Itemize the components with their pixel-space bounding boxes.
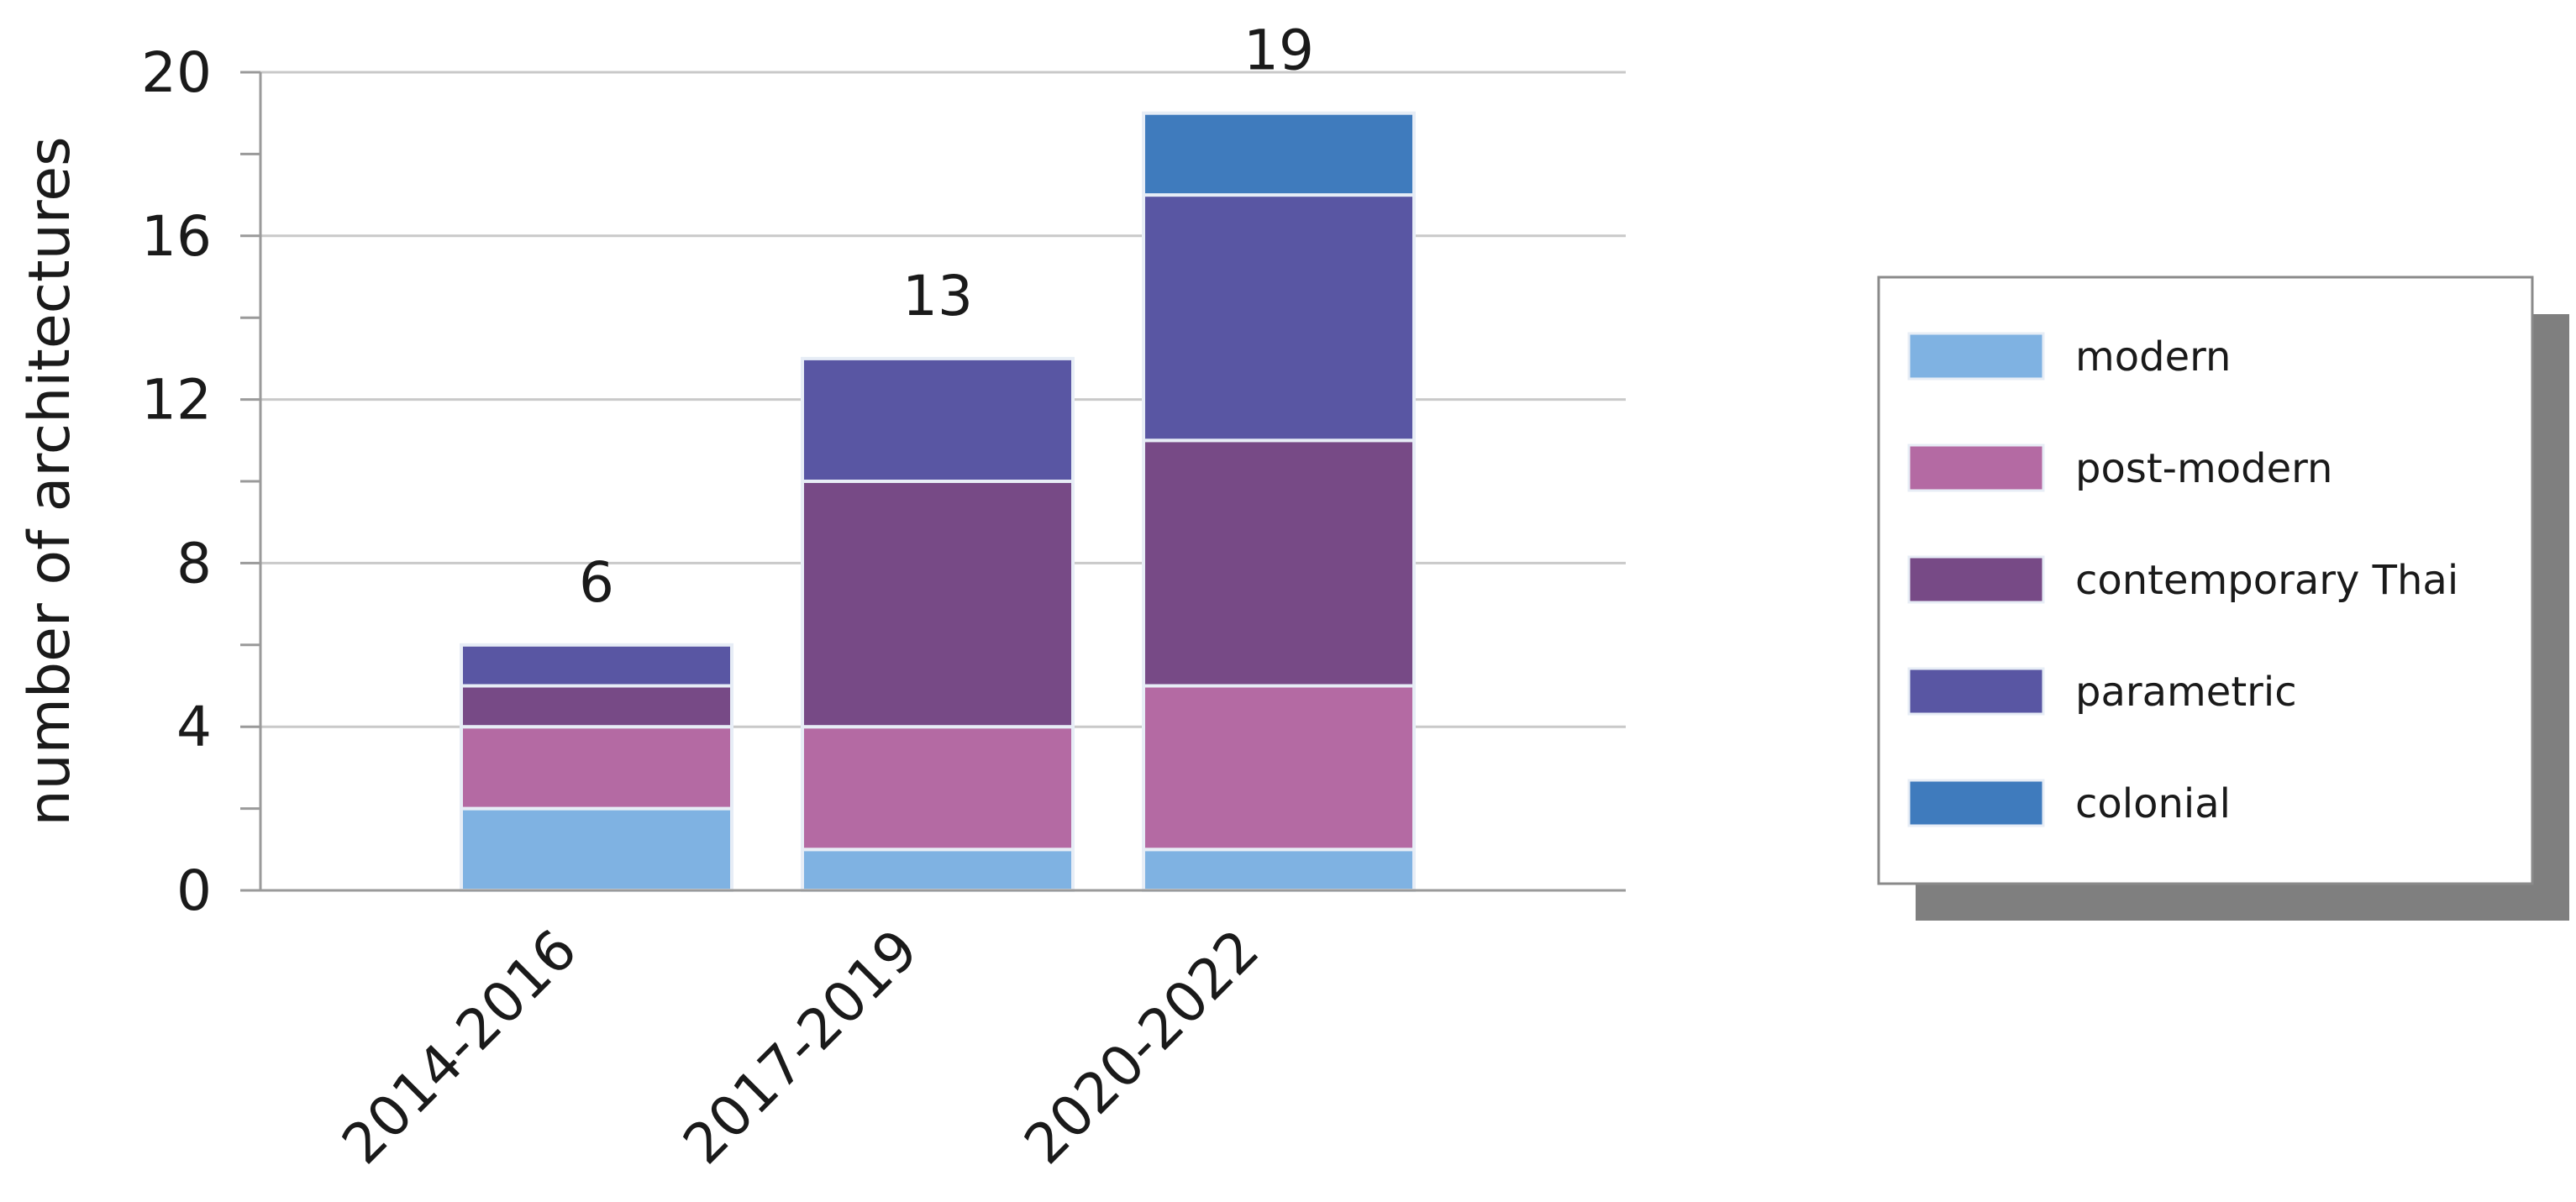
legend-swatch-post-modern xyxy=(1907,444,2045,492)
bar-segment-2017-2019-modern xyxy=(801,848,1075,892)
bar-segment-2014-2016-parametric xyxy=(460,643,733,688)
x-tick-label-2017-2019: 2017-2019 xyxy=(670,917,930,1177)
legend-swatch-parametric xyxy=(1907,667,2045,716)
y-tick-label-20: 20 xyxy=(141,40,212,105)
bar-segment-2020-2022-parametric xyxy=(1142,193,1416,443)
axes xyxy=(240,71,1626,892)
x-tick-label-2020-2022: 2020-2022 xyxy=(1012,917,1271,1177)
total-label-2017-2019: 13 xyxy=(902,264,973,328)
total-label-2014-2016: 6 xyxy=(579,550,614,615)
y-tick-label-0: 0 xyxy=(176,858,212,923)
y-tick-label-16: 16 xyxy=(141,204,212,269)
legend: modern post-modern contemporary Thai parame… xyxy=(1877,276,2569,921)
legend-swatch-contemporary-thai xyxy=(1907,555,2045,604)
legend-label-parametric: parametric xyxy=(2075,669,2297,716)
y-tick-label-12: 12 xyxy=(141,368,212,433)
bar-segment-2020-2022-post-modern xyxy=(1142,684,1416,852)
bar-segment-2017-2019-contemporary-thai xyxy=(801,480,1075,729)
bar-segment-2017-2019-post-modern xyxy=(801,725,1075,852)
legend-label-contemporary-thai: contemporary Thai xyxy=(2075,557,2458,604)
y-tick-label-8: 8 xyxy=(176,531,212,596)
legend-label-modern: modern xyxy=(2075,333,2231,381)
bar-segment-2020-2022-colonial xyxy=(1142,111,1416,197)
bars xyxy=(460,111,1416,892)
bar-segment-2014-2016-contemporary-thai xyxy=(460,684,733,729)
labels: 0 4 8 12 16 20 number of architectures 2014-201… xyxy=(17,18,1314,1177)
y-axis-title: number of architectures xyxy=(17,136,83,826)
bar-segment-2017-2019-parametric xyxy=(801,356,1075,483)
x-tick-label-2014-2016: 2014-2016 xyxy=(329,917,589,1177)
bar-segment-2014-2016-modern xyxy=(460,806,733,892)
legend-swatch-modern xyxy=(1907,332,2045,381)
legend-label-post-modern: post-modern xyxy=(2075,445,2332,492)
bar-segment-2014-2016-post-modern xyxy=(460,725,733,811)
legend-swatch-colonial xyxy=(1907,779,2045,827)
bar-segment-2020-2022-contemporary-thai xyxy=(1142,438,1416,688)
legend-label-colonial: colonial xyxy=(2075,780,2231,827)
bar-segment-2020-2022-modern xyxy=(1142,848,1416,892)
total-label-2020-2022: 19 xyxy=(1243,18,1314,83)
y-tick-label-4: 4 xyxy=(176,695,212,759)
